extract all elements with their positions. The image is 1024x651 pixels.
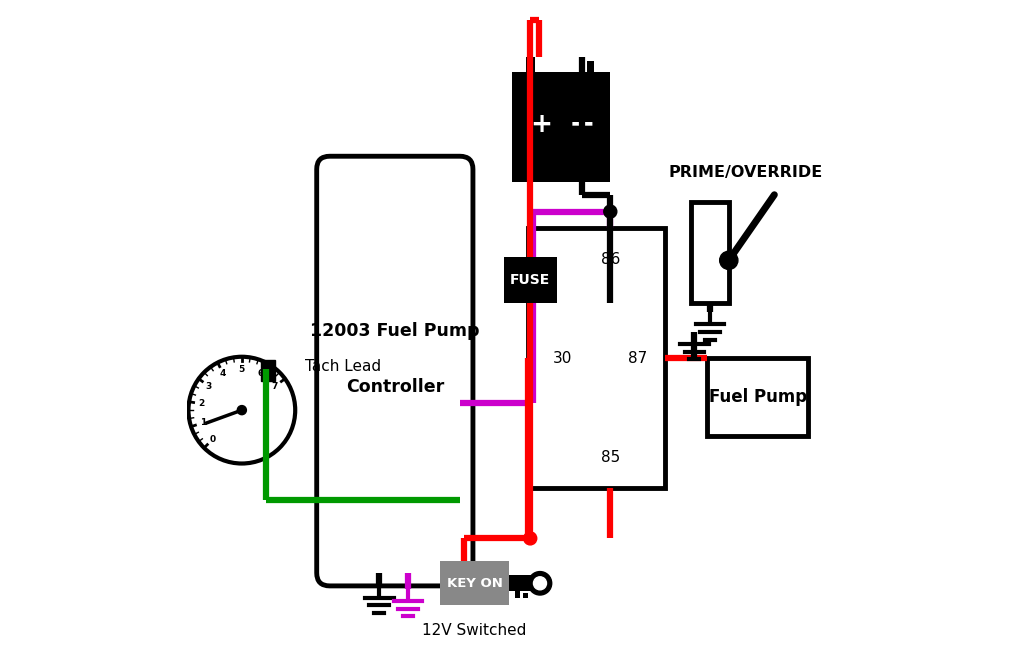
Text: 5: 5 — [239, 365, 245, 374]
Text: 86: 86 — [601, 251, 620, 267]
Bar — [509, 575, 534, 591]
Bar — [691, 202, 729, 303]
Text: 0: 0 — [210, 435, 216, 443]
Text: 2: 2 — [199, 399, 205, 408]
Text: Tach Lead: Tach Lead — [305, 359, 381, 374]
Text: PRIME/OVERRIDE: PRIME/OVERRIDE — [669, 165, 823, 180]
Bar — [512, 72, 609, 182]
Text: 3: 3 — [206, 381, 212, 391]
Text: 7: 7 — [271, 381, 279, 391]
Circle shape — [720, 251, 738, 270]
Text: 6: 6 — [257, 369, 263, 378]
Circle shape — [523, 532, 537, 545]
FancyBboxPatch shape — [316, 156, 473, 586]
Bar — [440, 561, 509, 605]
Text: 4: 4 — [220, 369, 226, 378]
Bar — [708, 358, 808, 436]
Text: 30: 30 — [553, 350, 572, 366]
Bar — [528, 228, 665, 488]
Text: Controller: Controller — [346, 378, 444, 396]
Text: +: + — [530, 112, 552, 138]
Text: 87: 87 — [628, 350, 647, 366]
Text: 12V Switched: 12V Switched — [422, 622, 526, 638]
Bar — [526, 57, 535, 72]
Text: 85: 85 — [601, 449, 620, 465]
Text: 1: 1 — [200, 419, 206, 427]
Bar — [523, 593, 527, 598]
Text: −: − — [569, 109, 596, 140]
Bar — [587, 61, 594, 72]
Circle shape — [604, 205, 616, 218]
Text: Fuel Pump: Fuel Pump — [709, 388, 807, 406]
Bar — [515, 591, 520, 598]
Circle shape — [238, 406, 247, 415]
Bar — [504, 257, 557, 303]
Text: FUSE: FUSE — [510, 273, 550, 287]
Circle shape — [188, 357, 295, 464]
Circle shape — [534, 577, 547, 590]
Circle shape — [528, 572, 552, 595]
Text: 12003 Fuel Pump: 12003 Fuel Pump — [310, 322, 479, 340]
Bar — [261, 360, 275, 381]
Text: KEY ON: KEY ON — [446, 577, 503, 590]
